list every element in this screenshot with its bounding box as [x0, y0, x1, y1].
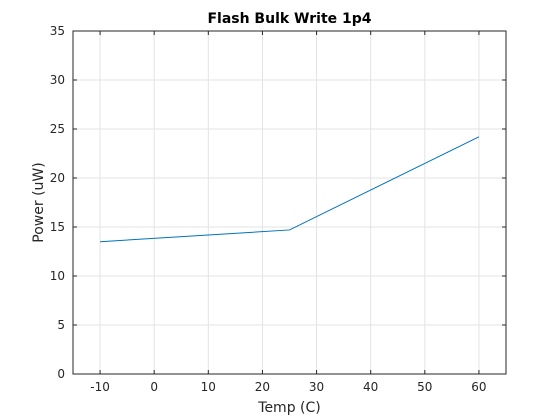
x-tick-label: 30 [309, 380, 324, 394]
x-tick-label: 50 [417, 380, 432, 394]
y-tick-label: 25 [50, 122, 65, 136]
y-tick-label: 30 [50, 73, 65, 87]
y-tick-label: 15 [50, 220, 65, 234]
x-axis-label: Temp (C) [257, 400, 320, 416]
x-tick-label: 20 [255, 380, 270, 394]
plot-frame [72, 30, 507, 375]
x-tick-label: 10 [201, 380, 216, 394]
y-tick-label: 20 [50, 171, 65, 185]
y-axis-label: Power (uW) [31, 162, 47, 242]
y-tick-label: 10 [50, 269, 65, 283]
x-tick-label: 60 [471, 380, 486, 394]
chart-title: Flash Bulk Write 1p4 [207, 11, 371, 27]
y-tick-label: 35 [50, 24, 65, 38]
axis-ticks: -10 0 10 20 30 40 50 60 0 5 10 15 20 25 30 35 [50, 24, 506, 394]
series-layer [100, 136, 480, 243]
y-tick-label: 0 [57, 367, 65, 381]
grid-lines [73, 30, 506, 375]
x-tick-label: -10 [90, 380, 110, 394]
x-tick-label: 40 [363, 380, 378, 394]
y-tick-label: 5 [57, 318, 65, 332]
series-line-0 [100, 136, 480, 243]
x-tick-label: 0 [150, 380, 158, 394]
